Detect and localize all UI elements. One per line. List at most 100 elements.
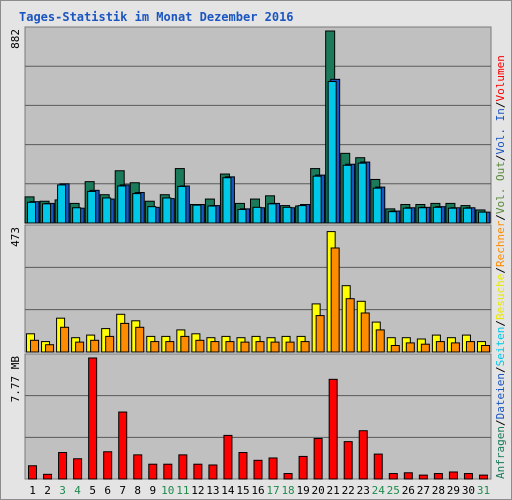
chart-title: Tages-Statistik im Monat Dezember 2016: [19, 10, 294, 24]
bar-seiten-day-1: [27, 201, 37, 224]
bar-volumen-day-5: [88, 357, 98, 480]
bar-volumen-day-7: [118, 411, 128, 480]
bar-seiten-day-30: [462, 207, 472, 224]
bar-seiten-day-15: [237, 209, 247, 224]
bar-rechner-day-2: [45, 344, 55, 353]
bar-seiten-day-3: [57, 184, 67, 224]
bar-rechner-day-7: [120, 322, 130, 353]
bar-rechner-day-25: [390, 344, 400, 353]
bar-seiten-day-26: [402, 207, 412, 224]
legend: Anfragen/Dateien/Seiten/Besuche/Rechner/…: [494, 55, 507, 479]
bar-volumen-day-14: [223, 434, 233, 480]
bar-rechner-day-31: [480, 344, 490, 353]
bar-volumen-day-20: [313, 438, 323, 480]
plot-area: [24, 353, 492, 480]
legend-entry: Volumen: [494, 55, 507, 101]
day-label-15: 15: [236, 484, 249, 497]
bar-rechner-day-21: [330, 247, 340, 353]
day-label-21: 21: [327, 484, 340, 497]
bar-volumen-day-6: [103, 451, 113, 480]
bar-rechner-day-13: [210, 341, 220, 353]
bar-volumen-day-1: [28, 465, 38, 480]
bar-seiten-day-27: [417, 207, 427, 224]
day-label-4: 4: [74, 484, 81, 497]
bar-volumen-day-23: [358, 430, 368, 480]
day-label-24: 24: [372, 484, 386, 497]
legend-separator: /: [494, 154, 507, 161]
panel-3: 7.77 MB: [9, 353, 492, 480]
bar-rechner-day-14: [225, 341, 235, 353]
day-label-2: 2: [44, 484, 51, 497]
bar-volumen-day-21: [328, 378, 338, 480]
bar-volumen-day-16: [253, 459, 263, 480]
bar-volumen-day-10: [163, 463, 173, 480]
bar-volumen-day-28: [433, 473, 443, 480]
y-axis-max-label: 882: [9, 29, 22, 49]
bar-seiten-day-17: [267, 203, 277, 224]
y-axis-max-label: 7.77 MB: [9, 356, 22, 403]
day-label-14: 14: [221, 484, 235, 497]
bar-volumen-day-15: [238, 452, 248, 480]
bar-rechner-day-27: [420, 343, 430, 353]
bar-rechner-day-4: [75, 341, 85, 353]
day-label-31: 31: [477, 484, 490, 497]
legend-entry: Rechner: [494, 220, 507, 267]
bar-rechner-day-8: [135, 326, 145, 353]
bar-seiten-day-11: [177, 185, 187, 224]
bar-rechner-day-29: [450, 342, 460, 353]
plot-area: [24, 26, 492, 224]
bar-volumen-day-26: [403, 472, 413, 480]
bar-volumen-day-18: [283, 473, 293, 480]
bar-seiten-day-28: [432, 206, 442, 224]
bar-rechner-day-28: [435, 341, 445, 353]
bar-seiten-day-29: [447, 207, 457, 224]
day-label-30: 30: [462, 484, 475, 497]
bar-rechner-day-26: [405, 342, 415, 353]
day-label-13: 13: [206, 484, 219, 497]
day-label-17: 17: [266, 484, 279, 497]
legend-entry: Vol. In: [494, 108, 507, 154]
day-label-6: 6: [104, 484, 111, 497]
legend-separator: /: [494, 101, 507, 108]
bar-seiten-day-31: [477, 211, 487, 224]
bar-rechner-day-6: [105, 335, 115, 353]
legend-separator: /: [494, 320, 507, 327]
day-label-19: 19: [296, 484, 309, 497]
bar-volumen-day-4: [73, 458, 83, 480]
day-label-5: 5: [89, 484, 96, 497]
bar-volumen-day-30: [463, 473, 473, 480]
bar-seiten-day-12: [192, 204, 202, 224]
day-label-16: 16: [251, 484, 264, 497]
bar-volumen-day-12: [193, 463, 203, 480]
bar-rechner-day-22: [345, 298, 355, 353]
bar-seiten-day-7: [117, 185, 127, 224]
bar-volumen-day-29: [448, 471, 458, 480]
panel-1: 882: [9, 26, 492, 224]
bar-seiten-day-20: [312, 175, 322, 224]
bar-rechner-day-12: [195, 339, 205, 353]
legend-entry: Seiten: [494, 327, 507, 367]
day-label-22: 22: [342, 484, 355, 497]
bar-seiten-day-10: [162, 197, 172, 224]
bar-volumen-day-9: [148, 463, 158, 480]
bar-rechner-day-18: [285, 341, 295, 353]
bar-seiten-day-14: [222, 177, 232, 224]
day-label-12: 12: [191, 484, 204, 497]
bar-seiten-day-4: [72, 207, 82, 224]
plot-area: [24, 224, 492, 353]
bar-volumen-day-27: [418, 474, 428, 480]
day-label-26: 26: [402, 484, 415, 497]
bar-seiten-day-9: [147, 206, 157, 224]
legend-entry: Anfragen: [494, 426, 507, 479]
y-axis-max-label: 473: [9, 227, 22, 247]
bar-seiten-day-22: [342, 164, 352, 224]
bar-rechner-day-5: [90, 339, 100, 353]
bar-seiten-day-8: [132, 193, 142, 224]
bar-rechner-day-3: [60, 326, 70, 353]
day-label-8: 8: [134, 484, 141, 497]
bar-rechner-day-11: [180, 335, 190, 353]
bar-volumen-day-24: [373, 453, 383, 480]
bar-seiten-day-23: [357, 162, 367, 224]
